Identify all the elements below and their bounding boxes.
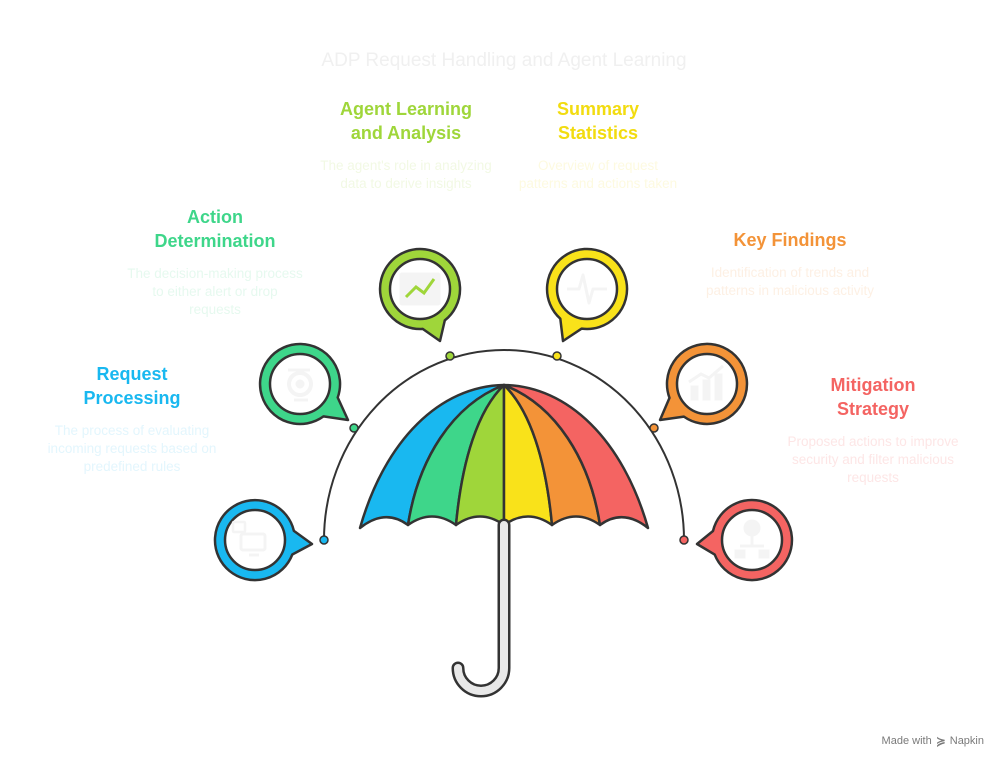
napkin-logo-icon: ≽ <box>935 734 946 748</box>
section-summary-statistics: Summary Statistics Overview of request p… <box>512 97 684 193</box>
arc-dot-mitigation-strategy <box>679 535 689 545</box>
section-key-findings: Key Findings Identification of trends an… <box>705 228 875 300</box>
section-mitigation-strategy: Mitigation Strategy Proposed actions to … <box>782 373 964 487</box>
section-description: The process of evaluating incoming reque… <box>47 423 217 474</box>
footer-label: Made with <box>881 735 932 747</box>
section-heading: Request Processing <box>83 364 181 408</box>
umbrella-handle-inner <box>454 521 508 695</box>
umbrella-canopy <box>358 383 650 530</box>
computer-monitor-icon <box>231 520 267 557</box>
bubble-inner <box>223 508 287 572</box>
bubble-request-processing <box>213 498 314 582</box>
canopy-segment-red <box>502 383 650 530</box>
bubble-summary-statistics <box>545 247 629 343</box>
section-agent-learning: Agent Learning and Analysis The agent's … <box>320 97 492 193</box>
arc-dot-request-processing <box>319 535 329 545</box>
bar-trend-icon <box>688 364 724 401</box>
footer-brand: Napkin <box>949 735 984 747</box>
section-heading: Mitigation Strategy <box>830 375 916 419</box>
section-request-processing: Request Processing The process of evalua… <box>46 362 218 476</box>
canopy-segment-green <box>454 383 506 527</box>
section-description: Proposed actions to improve security and… <box>787 434 959 485</box>
bubble-action-determination <box>258 342 350 426</box>
arc-connectors <box>319 351 689 545</box>
section-description: The agent's role in analyzing data to de… <box>320 158 492 191</box>
made-with-napkin: Made with ≽ Napkin <box>882 734 984 748</box>
pulse-wave-icon <box>567 273 607 305</box>
section-heading: Key Findings <box>733 230 847 250</box>
arc-dot-summary-statistics <box>552 351 562 361</box>
section-action-determination: Action Determination The decision-making… <box>127 205 303 319</box>
bubble-key-findings <box>658 342 749 426</box>
outer-arc <box>323 349 685 541</box>
brain-gear-icon <box>287 368 313 402</box>
bubble-agent-learning <box>378 247 462 343</box>
umbrella-handle <box>451 518 511 698</box>
section-bubbles <box>213 247 794 582</box>
line-chart-icon <box>399 272 441 306</box>
section-heading: Summary Statistics <box>556 99 640 143</box>
lightbulb-hierarchy-icon <box>734 519 770 559</box>
arc-dot-action-determination <box>349 423 359 433</box>
diagram-title: ADP Request Handling and Agent Learning <box>321 50 687 71</box>
bubble-mitigation-strategy <box>695 498 794 582</box>
section-heading: Action Determination <box>154 207 276 251</box>
section-description: The decision-making process to either al… <box>127 266 303 317</box>
arc-dot-key-findings <box>649 423 659 433</box>
arc-dot-agent-learning <box>445 351 455 361</box>
section-description: Identification of trends and patterns in… <box>705 265 875 298</box>
section-description: Overview of request patterns and actions… <box>518 158 678 191</box>
section-heading: Agent Learning and Analysis <box>339 99 472 143</box>
